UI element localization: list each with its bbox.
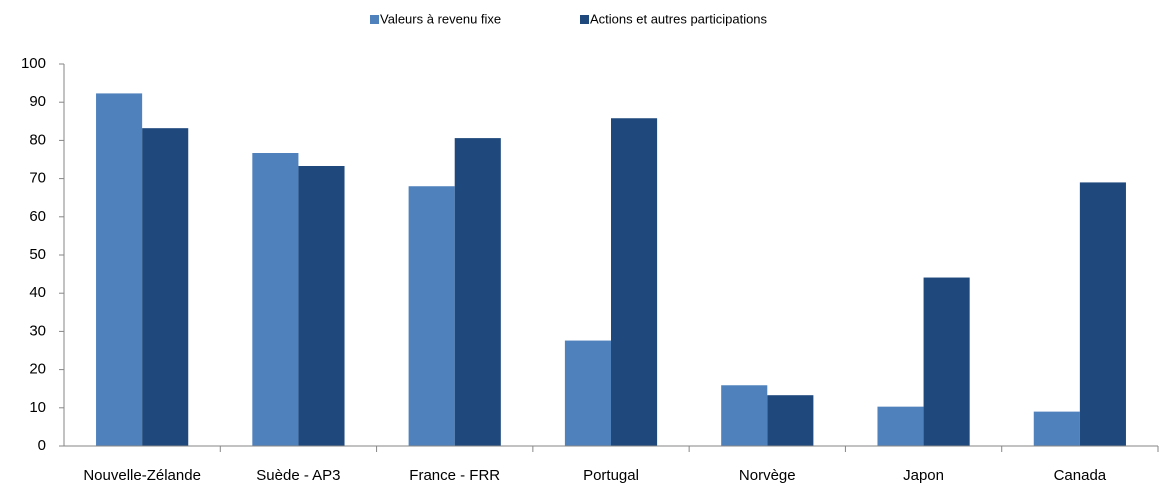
y-tick-label: 20 bbox=[29, 361, 46, 378]
bar bbox=[1079, 182, 1126, 447]
bar bbox=[142, 128, 189, 446]
y-tick-label: 60 bbox=[29, 208, 46, 225]
bar bbox=[408, 186, 455, 447]
bar bbox=[298, 165, 345, 446]
y-tick-label: 90 bbox=[29, 93, 46, 110]
y-tick-label: 80 bbox=[29, 131, 46, 148]
bar bbox=[721, 385, 768, 446]
x-tick-label: Norvège bbox=[739, 467, 796, 484]
y-tick-label: 40 bbox=[29, 284, 46, 301]
bar bbox=[564, 340, 611, 446]
y-tick-label: 50 bbox=[29, 246, 46, 263]
x-tick-label: Nouvelle-Zélande bbox=[83, 467, 201, 484]
x-tick-label: Suède - AP3 bbox=[256, 467, 340, 484]
bar bbox=[252, 153, 299, 447]
y-tick-label: 30 bbox=[29, 322, 46, 339]
bar bbox=[767, 395, 814, 446]
bar bbox=[611, 118, 658, 446]
bar bbox=[923, 277, 970, 446]
y-tick-label: 10 bbox=[29, 399, 46, 416]
bar bbox=[454, 138, 501, 446]
bar bbox=[877, 406, 924, 446]
bar bbox=[1033, 411, 1080, 446]
legend-label: Valeurs à revenu fixe bbox=[380, 11, 501, 26]
x-tick-label: France - FRR bbox=[409, 467, 500, 484]
x-tick-label: Portugal bbox=[583, 467, 639, 484]
bar bbox=[96, 93, 143, 446]
x-tick-label: Japon bbox=[903, 467, 944, 484]
legend-label: Actions et autres participations bbox=[590, 11, 768, 26]
legend-swatch bbox=[580, 15, 589, 24]
y-tick-label: 0 bbox=[38, 437, 46, 454]
y-tick-label: 100 bbox=[21, 55, 46, 72]
y-tick-label: 70 bbox=[29, 170, 46, 187]
x-tick-label: Canada bbox=[1054, 467, 1107, 484]
legend-swatch bbox=[370, 15, 379, 24]
